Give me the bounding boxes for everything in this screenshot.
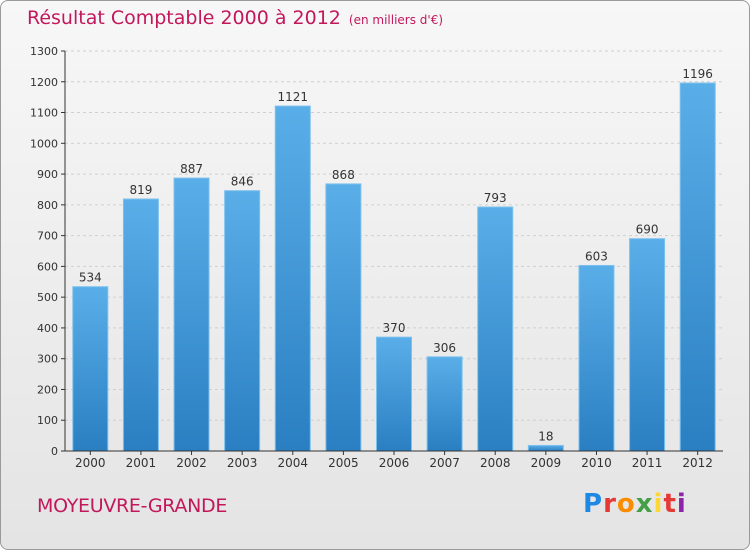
y-tick-label: 200 — [37, 383, 58, 396]
x-tick-label-2002: 2002 — [176, 456, 207, 470]
data-label-2009: 18 — [538, 429, 553, 443]
x-tick-label-2008: 2008 — [480, 456, 511, 470]
logo-letter: P — [583, 489, 604, 519]
logo-letter: o — [616, 489, 636, 519]
data-label-2006: 370 — [383, 321, 406, 335]
x-tick-label-2007: 2007 — [429, 456, 460, 470]
y-tick-label: 1000 — [30, 137, 58, 150]
data-label-2005: 868 — [332, 168, 355, 182]
x-tick-label-2006: 2006 — [379, 456, 410, 470]
axes: 0 100 200 300 400 500 600 700 800 900 1000 1100 1200… — [30, 45, 723, 470]
chart-title: Résultat Comptable 2000 à 2012 (en millie… — [27, 7, 443, 29]
bar-2007 — [426, 356, 463, 452]
data-label-2004: 1121 — [277, 90, 308, 104]
x-tick-label-2005: 2005 — [328, 456, 359, 470]
y-tick-label: 800 — [37, 199, 58, 212]
title-text: Résultat Comptable 2000 à 2012 — [27, 7, 341, 29]
data-label-2003: 846 — [231, 175, 254, 189]
data-label-2008: 793 — [484, 191, 507, 205]
x-tick-label-2010: 2010 — [581, 456, 612, 470]
bar-2004 — [274, 105, 311, 452]
logo-letter: r — [603, 489, 617, 519]
logo-letter: i — [653, 489, 664, 519]
bar-2009 — [527, 444, 564, 452]
bars: 534 819 887 846 1121 868 370 306 793 18 603 690 1196 — [72, 67, 716, 452]
bar-2002 — [173, 177, 210, 452]
bar-2000 — [72, 286, 109, 452]
x-tick-label-2009: 2009 — [531, 456, 562, 470]
x-tick-label-2000: 2000 — [75, 456, 106, 470]
y-tick-label: 100 — [37, 414, 58, 427]
y-tick-label: 500 — [37, 291, 58, 304]
y-tick-label: 0 — [51, 445, 58, 458]
y-tick-label: 600 — [37, 260, 58, 273]
x-tick-label-2011: 2011 — [632, 456, 663, 470]
y-tick-label: 1300 — [30, 45, 58, 58]
x-tick-label-2012: 2012 — [682, 456, 713, 470]
data-label-2002: 887 — [180, 162, 203, 176]
data-label-2007: 306 — [433, 341, 456, 355]
data-label-2010: 603 — [585, 249, 608, 263]
bar-2012 — [679, 82, 716, 452]
x-tick-label-2004: 2004 — [277, 456, 308, 470]
bar-2008 — [477, 206, 514, 452]
bar-2010 — [578, 264, 615, 452]
y-tick-label: 700 — [37, 230, 58, 243]
data-label-2012: 1196 — [682, 67, 713, 81]
bar-2011 — [629, 238, 666, 452]
bar-2003 — [224, 190, 261, 452]
x-tick-label-2003: 2003 — [227, 456, 258, 470]
data-label-2011: 690 — [636, 223, 659, 237]
logo-letter: t — [663, 489, 677, 519]
proxiti-logo: Proxiti — [583, 489, 687, 519]
unit-note: (en milliers d'€) — [348, 13, 444, 27]
y-tick-label: 400 — [37, 322, 58, 335]
bar-2001 — [122, 198, 159, 452]
x-tick-label-2001: 2001 — [126, 456, 157, 470]
y-tick-label: 900 — [37, 168, 58, 181]
logo-letter: i — [676, 489, 687, 519]
city-name: MOYEUVRE-GRANDE — [37, 495, 228, 517]
y-tick-label: 1200 — [30, 76, 58, 89]
y-tick-label: 300 — [37, 353, 58, 366]
bar-2005 — [325, 183, 362, 452]
logo-letter: x — [635, 489, 654, 519]
data-label-2001: 819 — [129, 183, 152, 197]
bar-2006 — [376, 336, 412, 452]
data-label-2000: 534 — [79, 271, 102, 285]
y-tick-label: 1100 — [30, 107, 58, 120]
